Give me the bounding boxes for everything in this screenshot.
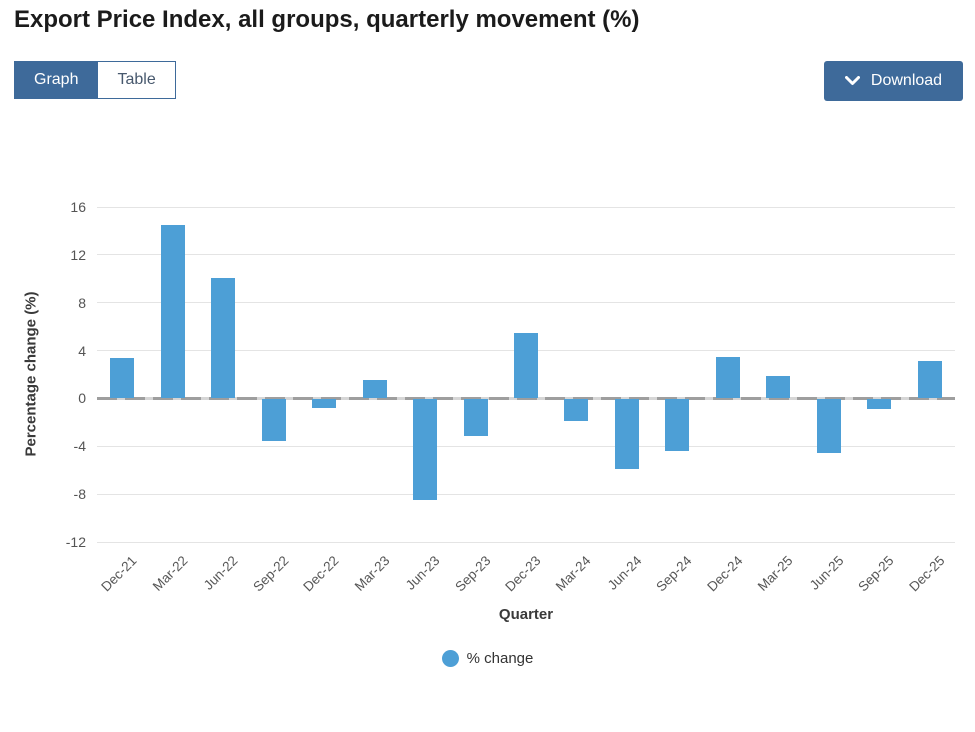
- gridline: [97, 541, 955, 543]
- view-toggle: Graph Table: [14, 61, 176, 99]
- y-tick-label: -12: [65, 534, 86, 550]
- bar: [614, 399, 639, 469]
- x-tick-label: Mar-23: [351, 553, 393, 594]
- x-tick-label: Dec-23: [502, 553, 544, 595]
- bar: [917, 361, 942, 399]
- bar: [362, 380, 387, 399]
- bar: [110, 357, 135, 399]
- bar: [261, 399, 286, 442]
- plot-area: 16 12 8 4 0 -4 -8 -12 Dec-21 Mar-22 Jun-22 Sep-22 De…: [66, 199, 955, 594]
- x-tick-label: Jun-23: [402, 553, 443, 593]
- bar: [816, 399, 841, 454]
- bar: [715, 356, 740, 399]
- y-tick-label: 0: [78, 390, 86, 407]
- bar: [514, 332, 538, 399]
- x-tick-label: Dec-25: [905, 553, 948, 595]
- y-tick-label: -4: [73, 438, 86, 455]
- x-tick-label: Mar-22: [149, 553, 191, 594]
- gridline: [97, 493, 955, 495]
- x-tick-label: Jun-22: [200, 553, 241, 593]
- x-tick-label: Sep-22: [249, 553, 292, 595]
- bar: [564, 399, 589, 422]
- x-tick-label: Sep-24: [653, 553, 696, 595]
- download-button-label: Download: [870, 72, 943, 89]
- x-tick-label: Dec-22: [300, 553, 342, 595]
- zero-line: [97, 396, 955, 400]
- bar: [160, 224, 185, 399]
- bar: [766, 375, 791, 399]
- legend-label: % change: [466, 650, 534, 667]
- y-tick-label: 12: [70, 246, 86, 263]
- x-tick-label: Mar-24: [553, 553, 595, 594]
- bar: [867, 399, 892, 410]
- legend-item[interactable]: % change: [0, 650, 975, 667]
- chevron-down-icon: [844, 76, 860, 86]
- x-tick-label: Sep-25: [855, 553, 897, 595]
- legend-marker-icon: [441, 650, 459, 667]
- tab-graph[interactable]: Graph: [14, 61, 99, 99]
- bar: [312, 399, 337, 408]
- y-tick-label: 16: [70, 199, 86, 215]
- y-tick-label: -8: [73, 486, 86, 503]
- bar: [665, 399, 690, 452]
- x-tick-label: Sep-23: [451, 553, 494, 595]
- tab-table[interactable]: Table: [98, 61, 176, 99]
- bar: [413, 399, 438, 501]
- bar: [211, 277, 236, 399]
- y-axis-title: Percentage change (%): [22, 291, 40, 457]
- gridline: [97, 254, 955, 256]
- gridline: [97, 445, 955, 447]
- page-title: Export Price Index, all groups, quarterl…: [14, 6, 640, 33]
- download-button[interactable]: Download: [824, 61, 963, 101]
- x-tick-label: Dec-24: [704, 553, 746, 595]
- x-axis-title: Quarter: [498, 606, 554, 623]
- gridline: [97, 302, 955, 304]
- bar: [463, 399, 488, 436]
- y-tick-label: 4: [78, 342, 86, 359]
- gridline: [97, 206, 955, 208]
- y-tick-label: 8: [78, 294, 86, 311]
- x-tick-label: Jun-24: [604, 553, 645, 593]
- x-tick-label: Mar-25: [755, 553, 796, 594]
- x-tick-label: Jun-25: [806, 553, 847, 593]
- x-tick-label: Dec-21: [98, 553, 140, 595]
